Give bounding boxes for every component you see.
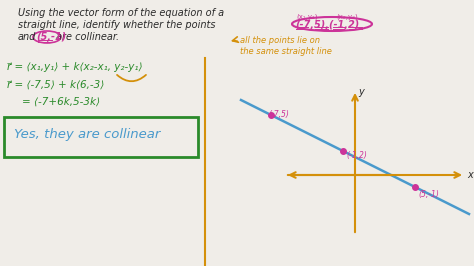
Text: (5,-1): (5,-1): [418, 190, 439, 199]
Text: = ⟨-7+6k,5-3k⟩: = ⟨-7+6k,5-3k⟩: [22, 97, 100, 107]
Text: r⃗ = ⟨-7,5⟩ + k⟨6,-3⟩: r⃗ = ⟨-7,5⟩ + k⟨6,-3⟩: [8, 80, 105, 90]
Text: x: x: [467, 170, 473, 180]
Text: Yes, they are collinear: Yes, they are collinear: [14, 128, 160, 141]
Text: (-1,2): (-1,2): [346, 151, 367, 160]
Text: are collinear.: are collinear.: [56, 32, 119, 42]
Text: the same straight line: the same straight line: [240, 47, 332, 56]
Text: (-7,5): (-7,5): [268, 110, 289, 119]
Text: (x₂,y₂): (x₂,y₂): [336, 13, 358, 19]
Text: all the points lie on: all the points lie on: [240, 36, 320, 45]
Text: and: and: [18, 32, 36, 42]
Text: r⃗ = ⟨x₁,y₁⟩ + k⟨x₂-x₁, y₂-y₁⟩: r⃗ = ⟨x₁,y₁⟩ + k⟨x₂-x₁, y₂-y₁⟩: [8, 62, 144, 72]
Text: (-7,5),(-1,2): (-7,5),(-1,2): [295, 20, 359, 30]
Text: Using the vector form of the equation of a: Using the vector form of the equation of…: [18, 8, 224, 18]
Text: (x₁,y₁): (x₁,y₁): [296, 13, 318, 19]
Text: y: y: [358, 87, 364, 97]
Text: (5,-1): (5,-1): [36, 32, 66, 42]
Text: straight line, identify whether the points: straight line, identify whether the poin…: [18, 20, 216, 30]
